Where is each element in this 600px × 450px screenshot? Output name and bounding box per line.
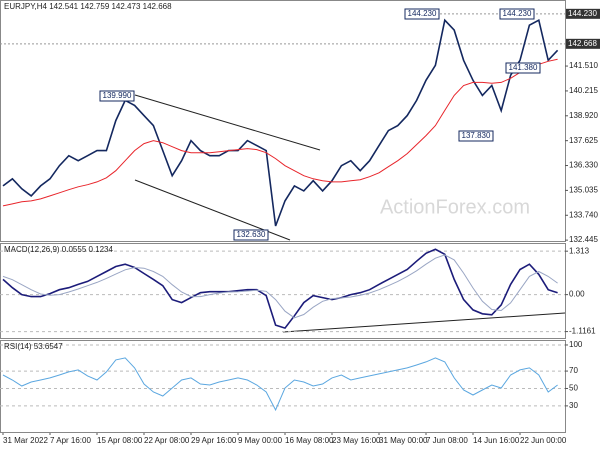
x-tick-label: 23 May 16:00 [332, 436, 381, 445]
price-marker-label: 142.668 [568, 39, 597, 48]
y-tick-label: 140.215 [569, 86, 598, 95]
panel-title: EURJPY,H4 142.541 142.759 142.473 142.66… [4, 2, 172, 11]
watermark: ActionForex.com [380, 196, 530, 218]
series-line [2, 254, 558, 319]
series-line [2, 18, 559, 227]
y-tick-label: 133.740 [569, 210, 598, 219]
series-line [2, 58, 558, 207]
y-tick-label: 138.920 [569, 111, 598, 120]
y-tick-label: 132.445 [569, 235, 598, 244]
x-tick-label: 31 Mar 2022 [3, 436, 48, 445]
y-tick-label: -1.1161 [569, 327, 596, 336]
y-tick-label: 135.035 [569, 186, 598, 195]
x-tick-label: 31 May 00:00 [379, 436, 428, 445]
annotation: 141.380 [509, 63, 538, 72]
annotation: 139.990 [103, 91, 132, 100]
x-tick-label: 9 May 00:00 [238, 436, 283, 445]
panel-title: MACD(12,26,9) 0.0555 0.1234 [4, 245, 114, 254]
trend-line [282, 312, 566, 333]
price-marker [566, 8, 600, 19]
series-line [2, 248, 558, 330]
panel-frame [0, 243, 566, 339]
annotation-box [99, 90, 135, 102]
y-tick-label: 141.510 [569, 61, 598, 70]
annotation: 137.830 [462, 131, 491, 140]
price-marker [566, 38, 600, 49]
y-tick-label: 50 [569, 384, 578, 393]
panel-title: RSI(14) 53.6547 [4, 342, 63, 351]
x-tick-label: 22 Apr 08:00 [144, 436, 190, 445]
y-tick-label: 0.00 [569, 290, 585, 299]
y-tick-label: 1.313 [569, 246, 590, 255]
panel-frame [0, 340, 566, 433]
price-marker-label: 144.230 [568, 9, 597, 18]
x-tick-label: 7 Apr 16:00 [50, 436, 91, 445]
annotation-box [499, 8, 535, 20]
annotation-box [505, 62, 541, 74]
x-tick-label: 22 Jun 00:00 [520, 436, 567, 445]
annotation: 144.230 [408, 9, 437, 18]
y-tick-label: 30 [569, 401, 578, 410]
y-tick-label: 70 [569, 366, 578, 375]
y-tick-label: 136.330 [569, 161, 598, 170]
x-tick-label: 7 Jun 08:00 [426, 436, 468, 445]
annotation-box [404, 8, 440, 20]
y-tick-label: 137.625 [569, 136, 598, 145]
x-tick-label: 29 Apr 16:00 [191, 436, 237, 445]
series-line [2, 357, 558, 412]
x-tick-label: 14 Jun 16:00 [473, 436, 520, 445]
annotation: 132.630 [237, 230, 266, 239]
annotation-box [233, 229, 269, 241]
y-tick-label: 100 [569, 340, 583, 349]
channel-line [134, 94, 321, 151]
panel-frame [0, 0, 566, 242]
x-tick-label: 15 Apr 08:00 [97, 436, 143, 445]
x-tick-label: 16 May 08:00 [285, 436, 334, 445]
annotation-box [458, 130, 494, 142]
annotation: 144.230 [503, 9, 532, 18]
